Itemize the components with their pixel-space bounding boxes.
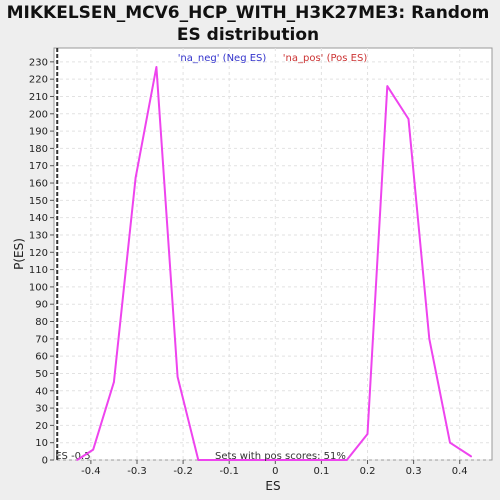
y-tick-label: 130 [29,230,48,241]
y-tick-label: 150 [29,196,48,207]
y-tick-label: 140 [29,213,48,224]
data-point [134,177,137,179]
y-tick-label: 10 [35,438,48,449]
data-point [92,448,94,451]
series-layer [76,66,473,461]
y-tick-label: 160 [29,179,48,190]
y-tick-label: 70 [35,334,48,345]
y-tick-label: 210 [29,92,48,103]
y-tick-label: 40 [35,386,48,397]
x-tick-label: 0 [272,466,278,477]
y-tick-label: 80 [35,317,48,328]
es-value-label: ES -0.5 [55,451,90,462]
y-tick-label: 60 [35,352,48,363]
y-tick-label: 90 [35,300,48,311]
y-tick-label: 180 [29,144,48,155]
data-point [345,459,348,461]
legend: 'na_neg' (Neg ES) 'na_pos' (Pos ES) [178,53,368,64]
y-tick-label: 200 [29,109,48,120]
y-tick-label: 100 [29,282,48,293]
x-tick-label: 0.1 [313,466,329,477]
y-axis-label: P(ES) [12,238,26,270]
axes: 0 10 20 30 40 50 60 70 80 90 100 110 120 130 140 150 160… [29,57,468,477]
data-point [366,433,369,435]
data-point [407,118,410,120]
y-tick-label: 110 [29,265,48,276]
legend-item: 'na_pos' (Pos ES) [283,53,368,64]
x-axis-label: ES [265,479,280,493]
data-point [197,459,200,461]
data-point [76,459,78,461]
y-tick-label: 170 [29,161,48,172]
y-tick-label: 120 [29,248,48,259]
data-point [113,381,115,383]
x-tick-label: -0.4 [81,466,101,477]
data-point [155,66,158,68]
data-point [386,85,389,87]
y-tick-label: 0 [42,456,48,467]
data-point [176,376,179,378]
y-tick-label: 190 [29,127,48,138]
y-tick-label: 220 [29,75,48,86]
series-line [76,66,472,461]
data-point [470,455,473,458]
x-tick-label: 0.2 [360,466,376,477]
chart-title-line1: MIKKELSEN_MCV6_HCP_WITH_H3K27ME3: Random [7,3,490,23]
legend-item: 'na_neg' (Neg ES) [178,53,267,64]
x-tick-label: -0.3 [127,466,147,477]
x-tick-label: -0.1 [219,466,239,477]
data-point [449,441,451,444]
footer-note: Sets with pos scores: 51% [215,451,346,462]
y-tick-label: 230 [29,57,48,68]
y-tick-label: 50 [35,369,48,380]
es-marker: ES -0.5 [55,48,91,462]
y-tick-label: 30 [35,404,48,415]
data-point [428,338,431,340]
x-tick-label: 0.4 [452,466,468,477]
x-tick-label: -0.2 [173,466,193,477]
y-tick-label: 20 [35,421,48,432]
plot-area [53,47,493,461]
chart-title-line2: ES distribution [177,25,319,45]
x-tick-label: 0.3 [406,466,422,477]
